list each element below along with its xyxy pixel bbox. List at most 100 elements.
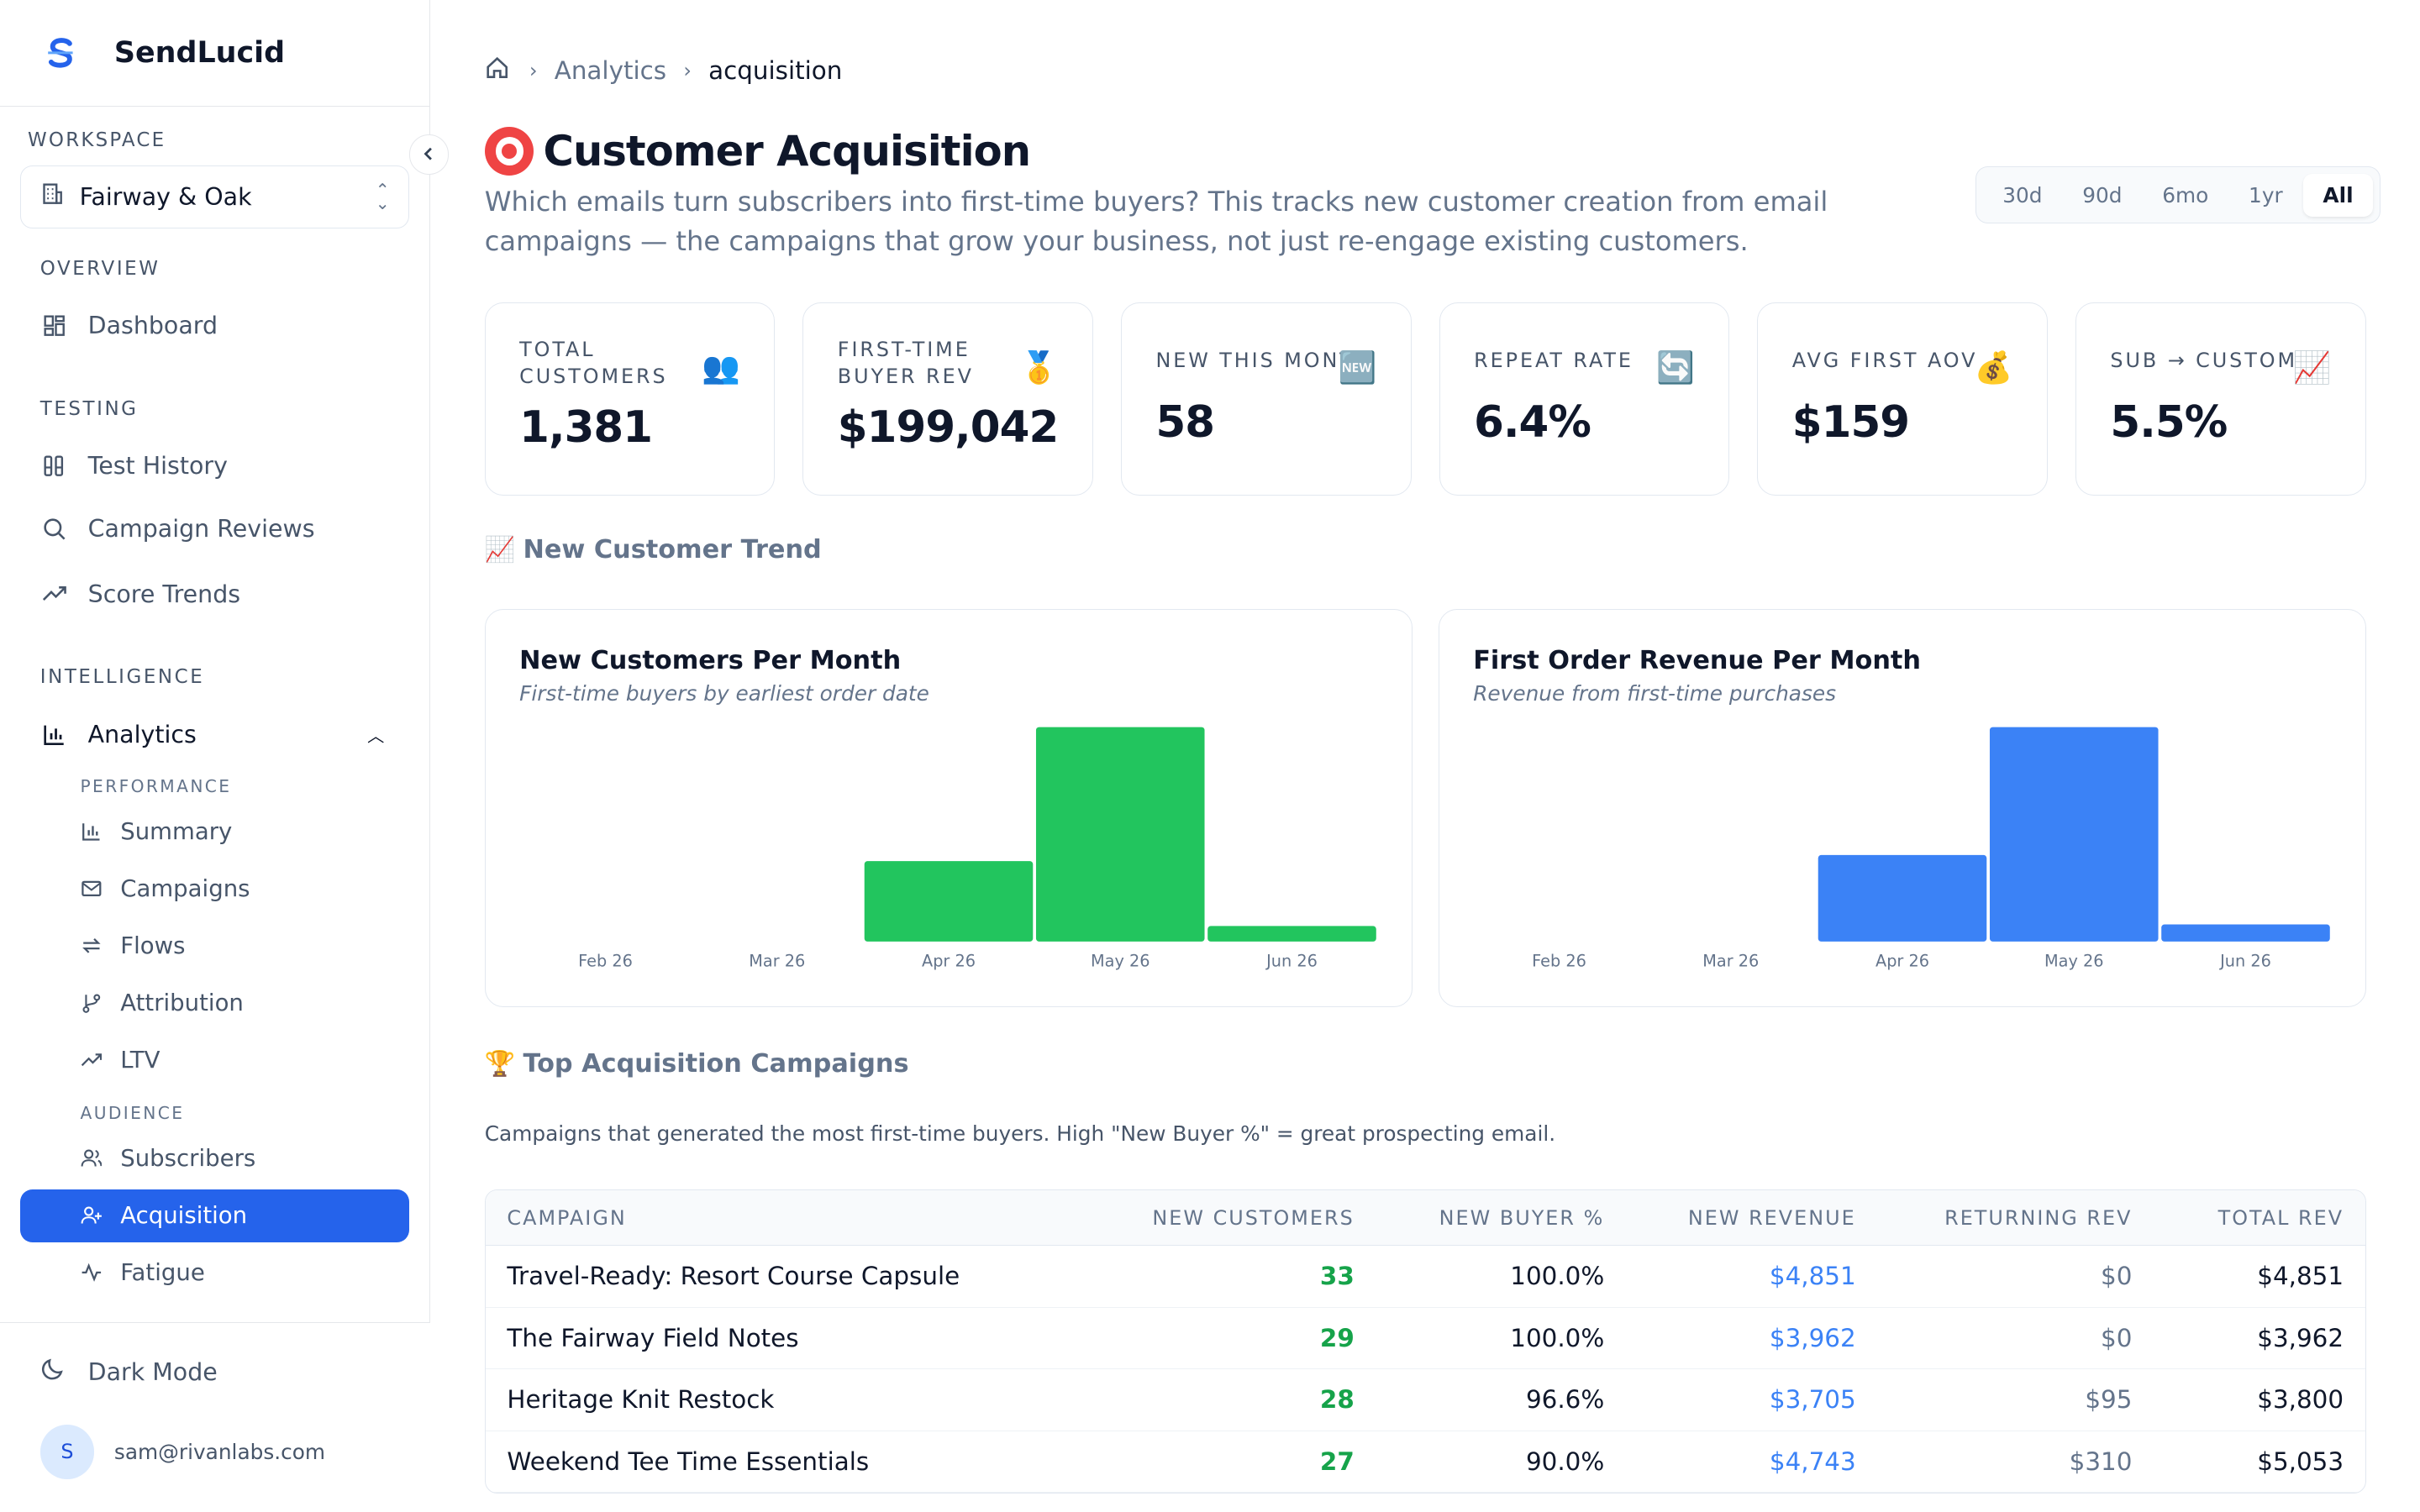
- date-range-selector: 30d 90d 6mo 1yr All: [1975, 166, 2381, 224]
- sidebar-item-campaign-reviews[interactable]: Campaign Reviews: [20, 503, 409, 555]
- bar-apr-26[interactable]: [864, 861, 1034, 942]
- subsection-performance: PERFORMANCE: [80, 775, 232, 796]
- cell-campaign: Heritage Knit Restock: [507, 1385, 775, 1415]
- range-option[interactable]: 30d: [2002, 182, 2043, 207]
- column-header-new-buyer-pct[interactable]: NEW BUYER %: [1439, 1205, 1605, 1230]
- chevron-right-icon: ›: [683, 59, 692, 83]
- brand[interactable]: SendLucid: [0, 0, 430, 107]
- sidebar-item-label: Fatigue: [120, 1259, 205, 1287]
- home-icon[interactable]: [485, 55, 513, 86]
- kpi-label: NEW THIS MONTH: [1155, 349, 1372, 373]
- sidebar-item-ltv[interactable]: LTV: [20, 1034, 409, 1086]
- user-menu[interactable]: S sam@rivanlabs.com: [39, 1425, 326, 1479]
- kpi-card: TOTAL CUSTOMERS 👥 1,381: [484, 302, 776, 496]
- kpi-row: TOTAL CUSTOMERS 👥 1,381 FIRST-TIME BUYER RE…: [484, 302, 2366, 496]
- bar-jun-26[interactable]: [1207, 926, 1376, 942]
- table-row[interactable]: The Fairway Field Notes 29 100.0% $3,962 $0 $…: [485, 1308, 2365, 1370]
- dark-mode-label: Dark Mode: [87, 1358, 218, 1387]
- sidebar-item-campaigns[interactable]: Campaigns: [20, 863, 409, 915]
- cell-returning-rev: $310: [2069, 1446, 2133, 1476]
- workspace-label: WORKSPACE: [28, 129, 166, 152]
- x-tick-label: Feb 26: [1532, 952, 1586, 971]
- column-header-returning-rev[interactable]: RETURNING REV: [1944, 1205, 2133, 1230]
- kpi-value: 6.4%: [1474, 397, 1591, 448]
- dark-mode-toggle[interactable]: Dark Mode: [40, 1357, 218, 1387]
- workspace-name: Fairway & Oak: [79, 182, 252, 211]
- chevron-up-icon[interactable]: ︿: [367, 725, 385, 746]
- sidebar-item-label: Campaign Reviews: [87, 515, 315, 543]
- cell-total-rev: $5,053: [2257, 1446, 2344, 1476]
- section-testing: TESTING: [39, 397, 139, 420]
- sidebar-item-summary[interactable]: Summary: [20, 806, 409, 858]
- sidebar-item-attribution[interactable]: Attribution: [20, 977, 409, 1029]
- first-order-revenue-chart-card: First Order Revenue Per Month Revenue fr…: [1438, 609, 2366, 1008]
- workspace-select[interactable]: Fairway & Oak ⌃ ⌄: [19, 165, 409, 228]
- sidebar-item-label: Score Trends: [87, 580, 241, 608]
- trend-section-title: New Customer Trend: [523, 535, 822, 565]
- trophy-icon: 🏆: [484, 1048, 516, 1078]
- user-plus-icon: [81, 1202, 103, 1230]
- table-row[interactable]: Heritage Knit Restock 28 96.6% $3,705 $95 $3,…: [485, 1369, 2365, 1431]
- cell-total-rev: $3,800: [2257, 1385, 2344, 1415]
- chevron-left-icon: [424, 148, 433, 161]
- avatar: S: [39, 1425, 95, 1479]
- sidebar-item-analytics[interactable]: Analytics ︿: [20, 708, 409, 760]
- kpi-icon: 🆕: [1338, 349, 1377, 386]
- brand-name: SendLucid: [113, 35, 286, 70]
- sidebar-item-fatigue[interactable]: Fatigue: [20, 1247, 409, 1299]
- table-row[interactable]: Weekend Tee Time Essentials 27 90.0% $4,743…: [485, 1431, 2365, 1494]
- bar-may-26[interactable]: [1989, 727, 2159, 942]
- sidebar-item-dashboard[interactable]: Dashboard: [20, 299, 409, 351]
- building-icon: [39, 181, 73, 212]
- sidebar-footer: Dark Mode S sam@rivanlabs.com: [0, 1322, 431, 1512]
- column-header-new-customers[interactable]: NEW CUSTOMERS: [1152, 1205, 1355, 1230]
- kpi-label: FIRST-TIME BUYER REV: [837, 338, 974, 388]
- x-tick-label: Jun 26: [1265, 952, 1318, 971]
- collapse-sidebar-button[interactable]: [408, 134, 450, 175]
- sidebar-item-test-history[interactable]: Test History: [20, 439, 409, 491]
- kpi-icon: 🔄: [1656, 349, 1695, 386]
- bar-apr-26[interactable]: [1818, 855, 1987, 942]
- repeat-icon: [81, 932, 103, 959]
- kpi-icon: 🥇: [1019, 349, 1059, 386]
- kpi-label: REPEAT RATE: [1474, 349, 1634, 373]
- new-customers-chart-card: New Customers Per Month First-time buyer…: [484, 609, 1413, 1008]
- column-header-new-revenue[interactable]: NEW REVENUE: [1687, 1205, 1856, 1230]
- kpi-icon: 💰: [1974, 349, 2013, 386]
- range-option[interactable]: 90d: [2082, 182, 2123, 207]
- column-header-campaign[interactable]: CAMPAIGN: [507, 1205, 627, 1230]
- table-row[interactable]: Travel-Ready: Resort Course Capsule 33 100…: [485, 1246, 2365, 1308]
- cell-campaign: The Fairway Field Notes: [507, 1323, 799, 1352]
- x-tick-label: May 26: [2044, 952, 2103, 971]
- cell-new-revenue: $4,851: [1769, 1262, 1856, 1291]
- kpi-icon: 👥: [702, 349, 740, 386]
- breadcrumb-parent[interactable]: Analytics: [554, 56, 667, 86]
- column-header-total-rev[interactable]: TOTAL REV: [2217, 1205, 2344, 1230]
- chevron-up-down-icon: ⌃ ⌄: [375, 179, 390, 214]
- first-order-revenue-chart: Feb 26 Mar 26 Apr 26 May 26 Jun 26: [1532, 727, 2330, 971]
- sidebar-item-score-trends[interactable]: Score Trends: [20, 568, 409, 620]
- bar-may-26[interactable]: [1035, 727, 1205, 942]
- sidebar-item-label: LTV: [120, 1046, 160, 1074]
- search-icon: [40, 515, 68, 543]
- sidebar-item-flows[interactable]: Flows: [20, 920, 409, 972]
- sidebar-item-subscribers[interactable]: Subscribers: [20, 1132, 409, 1184]
- range-option[interactable]: All: [2302, 173, 2374, 217]
- target-icon: [484, 126, 534, 176]
- range-option[interactable]: 6mo: [2162, 182, 2209, 207]
- kpi-label: SUB → CUSTOMER: [2110, 349, 2329, 373]
- cell-new-customers: 28: [1319, 1385, 1355, 1415]
- sendlucid-logo-icon: [37, 29, 83, 76]
- kpi-value: 58: [1155, 397, 1215, 448]
- bar-jun-26[interactable]: [2161, 924, 2330, 942]
- user-email: sam@rivanlabs.com: [113, 1439, 326, 1464]
- page-subtitle: Which emails turn subscribers into first…: [484, 185, 1828, 258]
- range-option[interactable]: 1yr: [2249, 182, 2283, 207]
- cell-new-revenue: $4,743: [1769, 1446, 1856, 1476]
- cell-campaign: Travel-Ready: Resort Course Capsule: [507, 1262, 960, 1291]
- flask-icon: [40, 452, 68, 480]
- kpi-icon: 📈: [2292, 349, 2332, 386]
- cell-returning-rev: $0: [2101, 1262, 2133, 1291]
- cell-new-customers: 29: [1319, 1323, 1355, 1352]
- sidebar-item-acquisition[interactable]: Acquisition: [19, 1189, 409, 1242]
